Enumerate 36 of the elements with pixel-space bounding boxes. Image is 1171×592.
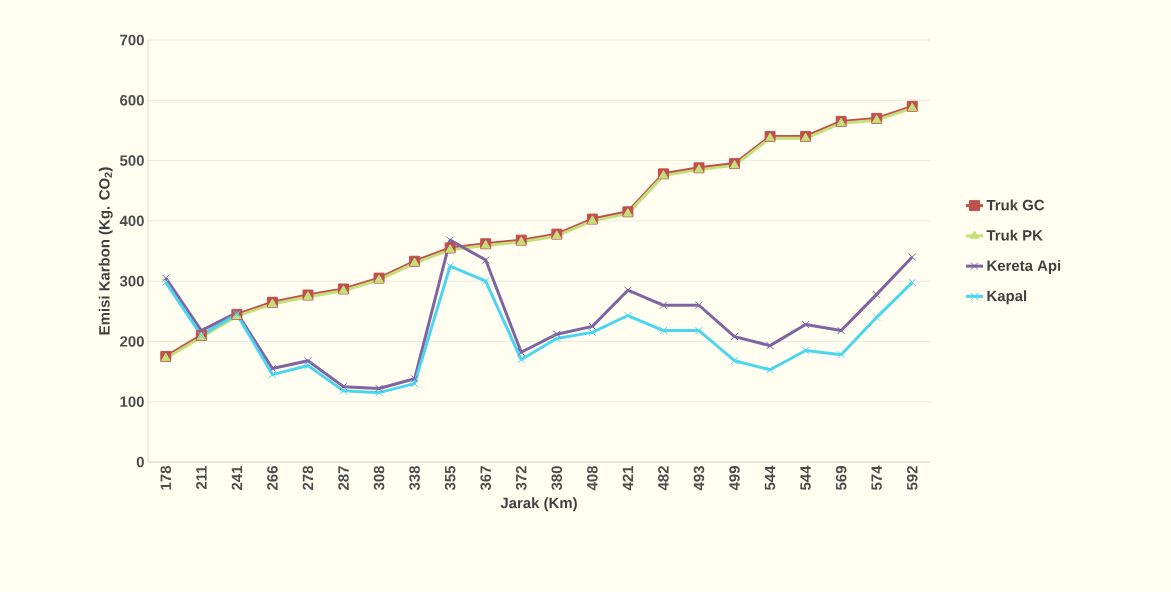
y-tick-label: 300 (119, 275, 144, 287)
x-tick-label: 482 (658, 466, 669, 491)
x-tick-label: 338 (409, 465, 420, 491)
x-tick-label: 408 (587, 465, 598, 491)
x-tick-label: 499 (729, 466, 740, 491)
y-tick-label: 700 (120, 34, 144, 46)
x-tick-label: 544 (800, 465, 811, 490)
x-tick-label: 367 (480, 466, 491, 491)
x-tick-label: 241 (231, 465, 243, 490)
x-tick-label: 380 (551, 466, 563, 491)
x-tick-label: 178 (160, 465, 172, 490)
legend-label: Kereta Api (987, 259, 1061, 274)
x-tick-label: 569 (835, 466, 847, 490)
x-axis-title: Jarak (Km) (500, 497, 577, 512)
x-tick-label: 308 (373, 465, 385, 491)
x-tick-label: 355 (444, 465, 456, 491)
y-tick-label: 100 (120, 396, 144, 407)
y-tick-label: 0 (136, 456, 144, 468)
x-tick-label: 421 (622, 465, 634, 491)
legend-label: Kapal (987, 290, 1027, 305)
y-tick-label: 400 (119, 215, 144, 227)
y-tick-label: 600 (120, 94, 144, 106)
x-tick-label: 372 (515, 466, 527, 491)
x-tick-label: 287 (338, 466, 349, 490)
y-tick-label: 500 (120, 155, 144, 166)
x-tick-label: 493 (693, 466, 705, 491)
legend-label: Truk PK (986, 229, 1043, 241)
x-tick-label: 266 (267, 466, 278, 490)
x-tick-label: 592 (906, 466, 918, 490)
x-tick-label: 574 (871, 465, 882, 490)
x-tick-label: 544 (764, 465, 776, 490)
x-tick-label: 211 (196, 465, 207, 490)
y-tick-label: 200 (120, 336, 144, 347)
x-tick-label: 278 (302, 465, 314, 490)
legend-label: Truk GC (986, 199, 1045, 211)
y-axis-title: Emisi Karbon (Kg. CO$_{2}$) (98, 167, 113, 335)
